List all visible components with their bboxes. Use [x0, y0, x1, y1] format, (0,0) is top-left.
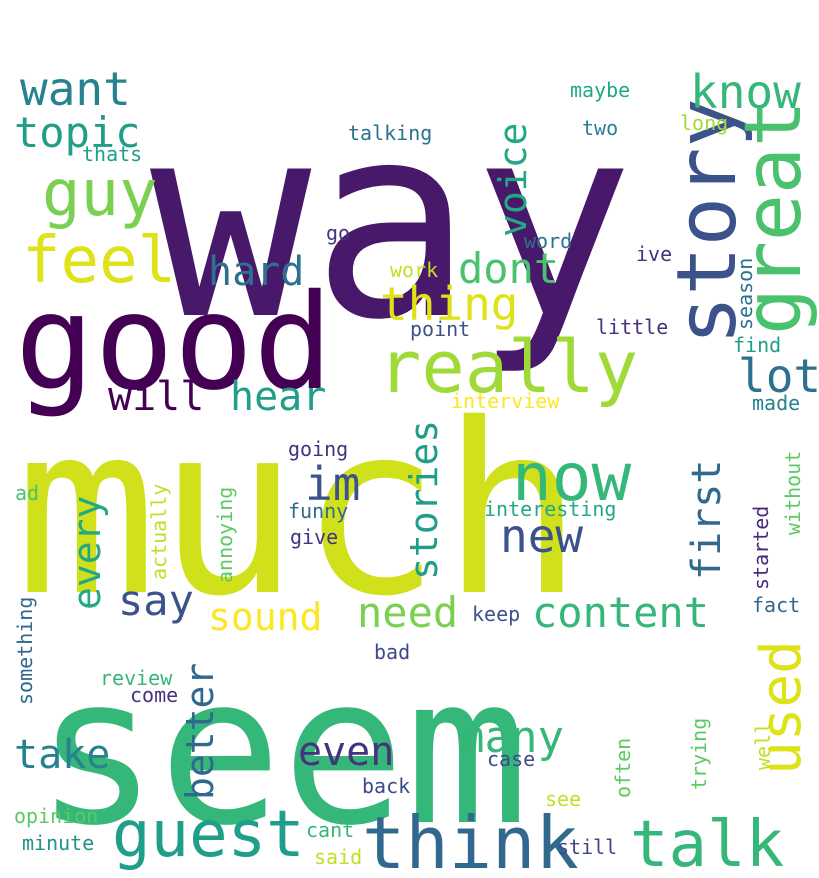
word-something: something [13, 597, 37, 705]
word-interesting: interesting [484, 497, 616, 521]
word-want: want [20, 62, 131, 116]
word-used: used [749, 640, 814, 775]
word-annoying: annoying [213, 487, 237, 583]
word-give: give [290, 525, 338, 549]
word-find: find [733, 333, 781, 357]
word-say: say [118, 576, 194, 625]
word-better: better [178, 663, 222, 800]
word-interview: interview [451, 389, 560, 413]
word-story: story [660, 98, 755, 345]
word-way: way [150, 67, 634, 379]
word-word: word [524, 229, 572, 253]
word-now: now [512, 439, 631, 516]
word-actually: actually [147, 484, 171, 580]
word-hard: hard [208, 249, 304, 295]
word-keep: keep [472, 602, 520, 626]
word-ive: ive [636, 242, 672, 266]
word-take: take [14, 732, 110, 778]
word-great: great [729, 100, 819, 335]
word-see: see [545, 787, 581, 811]
word-ad: ad [15, 481, 39, 505]
word-stories: stories [402, 420, 446, 580]
word-work: work [390, 258, 438, 282]
word-funny: funny [288, 499, 348, 523]
word-talking: talking [348, 121, 432, 145]
word-said: said [314, 845, 362, 869]
word-made: made [752, 391, 800, 415]
word-maybe: maybe [570, 78, 630, 102]
word-new: new [500, 509, 583, 563]
word-topic: topic [14, 108, 140, 157]
word-often: often [611, 738, 635, 798]
word-feel: feel [22, 224, 176, 298]
word-even: even [298, 729, 394, 775]
word-guy: guy [42, 157, 158, 231]
word-cant: cant [306, 818, 354, 842]
word-season: season [733, 258, 757, 330]
word-know: know [690, 65, 801, 119]
word-two: two [582, 116, 618, 140]
word-seem: seem [35, 633, 529, 871]
word-point: point [410, 317, 470, 341]
word-review: review [100, 666, 173, 690]
word-going: going [288, 437, 348, 461]
word-come: come [130, 683, 178, 707]
word-back: back [362, 774, 410, 798]
word-think: think [362, 801, 579, 878]
word-dont: dont [458, 244, 559, 293]
word-talk: talk [630, 808, 784, 878]
word-content: content [532, 588, 709, 637]
word-trying: trying [687, 718, 711, 790]
word-sound: sound [208, 595, 322, 639]
word-well: well [751, 722, 775, 770]
word-without: without [781, 451, 805, 535]
word-case: case [487, 747, 535, 771]
word-will: will [108, 374, 204, 420]
word-minute: minute [22, 831, 94, 855]
word-first: first [684, 460, 730, 580]
word-lot: lot [738, 349, 819, 403]
word-fact: fact [752, 593, 800, 617]
word-guest: guest [112, 798, 305, 872]
word-much: much [15, 373, 583, 648]
word-thing: thing [380, 277, 518, 331]
word-started: started [749, 506, 773, 590]
word-hear: hear [230, 374, 326, 420]
word-many: many [458, 712, 564, 763]
word-need: need [357, 588, 458, 637]
word-im: im [305, 457, 360, 511]
word-bad: bad [374, 640, 410, 664]
word-voice: voice [491, 123, 535, 237]
word-every: every [65, 496, 109, 610]
word-long: long [680, 111, 728, 135]
word-opinion: opinion [14, 804, 98, 828]
word-thats: thats [82, 142, 142, 166]
word-really: really [378, 325, 638, 409]
word-little: little [596, 315, 668, 339]
word-still: still [557, 835, 617, 859]
word-good: good [15, 266, 333, 420]
word-go: go [326, 221, 350, 245]
